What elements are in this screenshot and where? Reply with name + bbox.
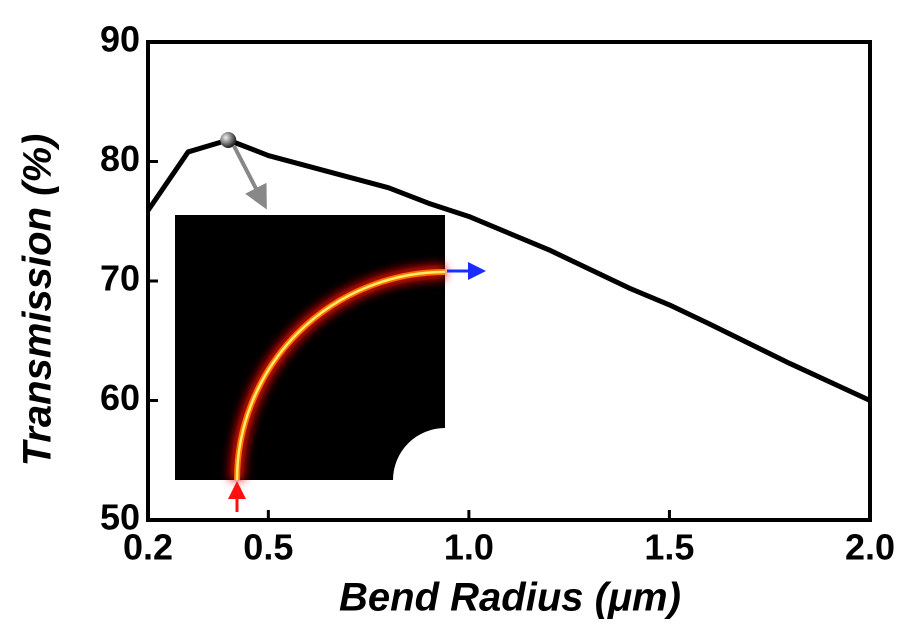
inset-cutout [393,428,445,480]
x-tick-label: 0.2 [123,527,173,568]
y-tick-label: 60 [100,377,140,418]
y-tick-label: 90 [100,19,140,60]
x-axis-label: Bend Radius (μm) [339,576,681,620]
x-tick-label: 1.0 [444,527,494,568]
data-line [145,137,872,403]
y-tick-label: 80 [100,138,140,179]
pointer-arrow [232,145,267,210]
x-tick-label: 2.0 [845,527,895,568]
inset-background [175,215,445,480]
y-tick-label: 50 [100,497,140,538]
inset [175,215,486,512]
y-tick-label: 70 [100,258,140,299]
x-tick-label: 0.5 [243,527,293,568]
y-axis-label: Transmission (%) [16,134,60,467]
mode-center [235,270,446,481]
x-tick-label: 1.5 [644,527,694,568]
peak-marker [220,131,237,148]
